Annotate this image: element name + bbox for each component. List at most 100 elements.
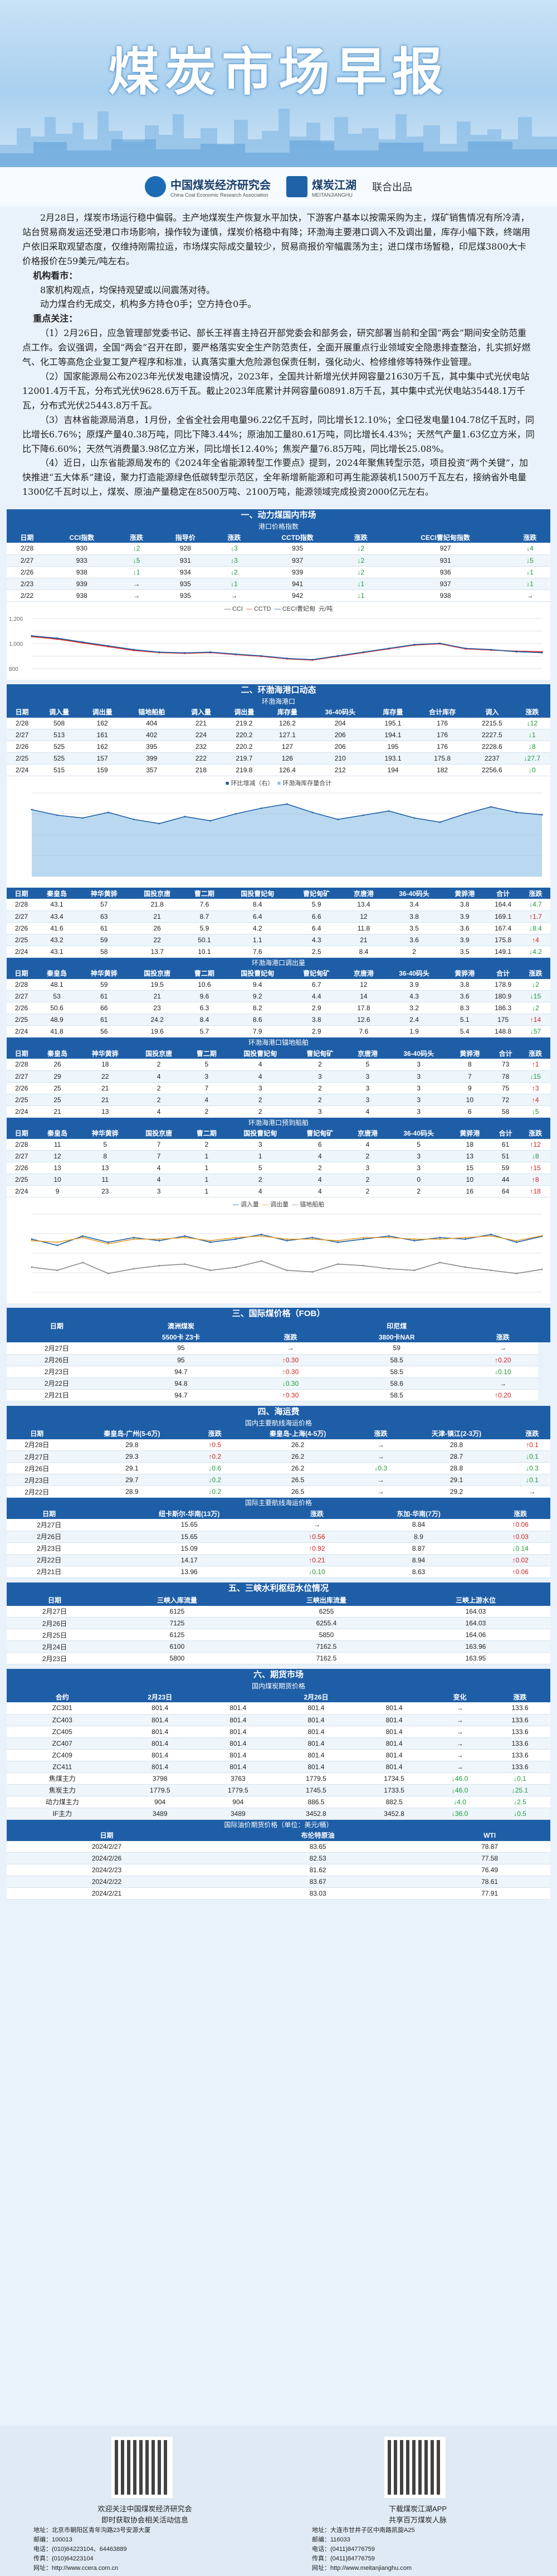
data-point xyxy=(286,1269,288,1272)
table-cell: 3452.8 xyxy=(273,1808,359,1820)
column-header xyxy=(7,1331,107,1343)
app-qr-code[interactable] xyxy=(384,2437,446,2498)
table-cell: 2/28 xyxy=(7,899,36,911)
table-cell: 64 xyxy=(490,1185,521,1198)
domestic-freight-table: 日期 秦皇岛-广州(5-6万) 涨跌 秦皇岛-上海(4-5万) 涨跌 天津-镇江(2-3万… xyxy=(7,1428,550,1498)
legend-inventory: 环渤海库存量合计 xyxy=(282,780,332,787)
table-cell: 2 xyxy=(185,1138,228,1151)
column-header: 3800卡NAR xyxy=(326,1331,468,1343)
column-header: CECI曹妃甸指数 xyxy=(381,532,510,543)
ccera-qr-code[interactable] xyxy=(111,2437,173,2498)
data-point xyxy=(31,1240,33,1242)
table-row: ZC409 801.4 801.4 801.4 801.4 → 133.6 xyxy=(7,1749,550,1761)
contact-line: 传真：(0411)84776759 xyxy=(312,2555,375,2563)
data-point xyxy=(260,655,262,657)
table-cell: 5800 xyxy=(102,1652,252,1665)
data-point xyxy=(515,1241,517,1243)
table-cell: 801.4 xyxy=(118,1761,202,1773)
table-cell: 3 xyxy=(388,1070,449,1083)
table-cell: ↓8 xyxy=(514,741,550,753)
table-cell: 2024/2/22 xyxy=(7,1876,207,1888)
table-row: 2/24 515 159 357 218 219.8 126.4 212 194 182 2256.… xyxy=(7,764,550,777)
table-row: ZC411 801.4 801.4 801.4 801.4 → 133.6 xyxy=(7,1761,550,1773)
table-cell: 3.6 xyxy=(444,922,486,934)
table-cell: 133.6 xyxy=(490,1702,550,1715)
table-cell: 2/28 xyxy=(7,717,38,730)
table-row: 2月26日 7125 6255.4 164.03 xyxy=(7,1617,550,1630)
table-cell: 2月26日 xyxy=(7,1531,92,1543)
table-cell: 8.9 xyxy=(346,1531,491,1543)
column-header: 涨跌 xyxy=(363,1428,399,1439)
table-row: 2月27日 15.65 → 8.84 ↑0.06 xyxy=(7,1519,550,1531)
table-cell: 8.4 xyxy=(343,946,385,958)
table-cell: 2月27日 xyxy=(7,1605,102,1618)
table-cell: 801.4 xyxy=(358,1726,431,1738)
focus-item-4: （4）近日，山东省能源局发布的《2024年全省能源转型工作要点》提到，2024年… xyxy=(22,457,528,498)
table-cell: 29.8 xyxy=(67,1439,197,1452)
chart-legend: — CCI — CCTD — CECI曹妃甸 元/吨 xyxy=(224,605,333,612)
data-point xyxy=(490,806,492,808)
focus-item-1: （1）2月26日，应急管理部党委书记、部长王祥喜主持召开部党委会和部务会，研究部… xyxy=(22,328,531,368)
table-cell: 206 xyxy=(309,741,372,753)
table-cell: ↓2 xyxy=(340,543,382,555)
column-header: 日期 xyxy=(7,1320,107,1332)
table-cell: 59 xyxy=(77,978,131,991)
table-cell: ↓46.0 xyxy=(430,1784,490,1796)
column-header: 合计 xyxy=(485,888,521,899)
section-title: 四、海运费 xyxy=(7,1405,550,1418)
table-cell: ↓4 xyxy=(509,543,550,555)
table-row: 2/26 25 21 2 7 3 2 3 3 9 75 ↑3 xyxy=(7,1082,550,1094)
table-cell: 9.4 xyxy=(224,978,290,991)
table-cell: 157 xyxy=(80,752,124,765)
table-cell: 28.9 xyxy=(67,1486,197,1498)
data-point xyxy=(337,1241,339,1243)
data-point xyxy=(388,1235,390,1237)
table-cell: 801.4 xyxy=(202,1761,274,1773)
qr2-caption: 下载煤炭江湖APP 共享百万煤炭人脉 xyxy=(351,2504,485,2526)
table-cell: 焦煤主力 xyxy=(7,1772,118,1785)
table-cell: 3.8 xyxy=(384,910,444,923)
table-cell: 29 xyxy=(36,1070,79,1083)
table-cell: 3.9 xyxy=(384,978,444,991)
table-cell: 0 xyxy=(388,1173,449,1186)
table-cell: 7.9 xyxy=(224,1025,290,1038)
expected-ships-table: 日期 秦皇岛 神华黄骅 国投京唐 曹二期 国投曹妃甸 曹妃甸矿 京唐港 36-40码头 黄骅港 合计… xyxy=(7,1127,550,1198)
table-cell: 8.4 xyxy=(224,899,290,911)
contact-line: 地址：北京市朝阳区青年沟路23号安源大厦 xyxy=(33,2527,151,2534)
table-row: 2/28 48.1 59 19.5 10.6 9.4 6.7 12 3.9 3.8 178.9 ↓2 xyxy=(7,978,550,991)
table-cell: ↑0.03 xyxy=(490,1531,550,1543)
table-cell: 41.6 xyxy=(36,922,78,934)
table-cell: ↓0.2 xyxy=(197,1474,233,1487)
table-cell: 16 xyxy=(448,1185,491,1198)
table-cell: 886.5 xyxy=(273,1796,359,1808)
ccera-contact: 地址：北京市朝阳区青年沟路23号安源大厦 邮编：100013 电话：(010)642… xyxy=(33,2526,150,2573)
chart-unit: 元/吨 xyxy=(319,605,333,612)
table-cell: 2/26 xyxy=(7,741,38,753)
table-cell: 219.7 xyxy=(222,752,266,765)
table-cell: 939 xyxy=(254,566,341,578)
table-cell: ↓46.0 xyxy=(430,1772,490,1785)
data-point xyxy=(465,1238,466,1240)
table-cell: 928 xyxy=(157,543,214,555)
table-row: 2/28 43.1 57 21.8 7.6 8.4 5.9 13.4 3.4 3.8 164.4 ↓4… xyxy=(7,899,550,911)
table-row: 2/27 43.4 63 21 8.7 6.4 6.6 12 3.8 3.9 169.1 ↑1.7 xyxy=(7,910,550,923)
table-cell: 1733.5 xyxy=(358,1784,431,1796)
legend-ceci: CECI曹妃甸 xyxy=(282,605,316,612)
table-cell: 4 xyxy=(293,1173,347,1186)
table-row: 2/28 26 18 2 5 4 2 5 3 8 73 ↑1 xyxy=(7,1059,550,1071)
data-point xyxy=(541,1268,543,1270)
table-cell: 8.84 xyxy=(346,1519,491,1531)
table-cell: 14.17 xyxy=(91,1554,287,1566)
table-cell: 402 xyxy=(124,729,180,742)
table-row: 2/26 13 13 4 1 5 2 3 3 15 59 ↑15 xyxy=(7,1162,550,1175)
table-cell: 164.03 xyxy=(400,1605,550,1618)
table-cell: 22 xyxy=(78,1070,132,1083)
table-cell: 224 xyxy=(179,729,223,742)
table-cell: ↓2 xyxy=(340,566,382,578)
table-cell: 175.8 xyxy=(414,752,470,765)
table-row: 2/25 525 157 399 222 219.7 126 210 193.1 175.8 223… xyxy=(7,752,550,765)
table-cell: 3798 xyxy=(118,1772,202,1785)
table-cell: 6125 xyxy=(102,1629,252,1642)
data-point xyxy=(388,1268,390,1270)
